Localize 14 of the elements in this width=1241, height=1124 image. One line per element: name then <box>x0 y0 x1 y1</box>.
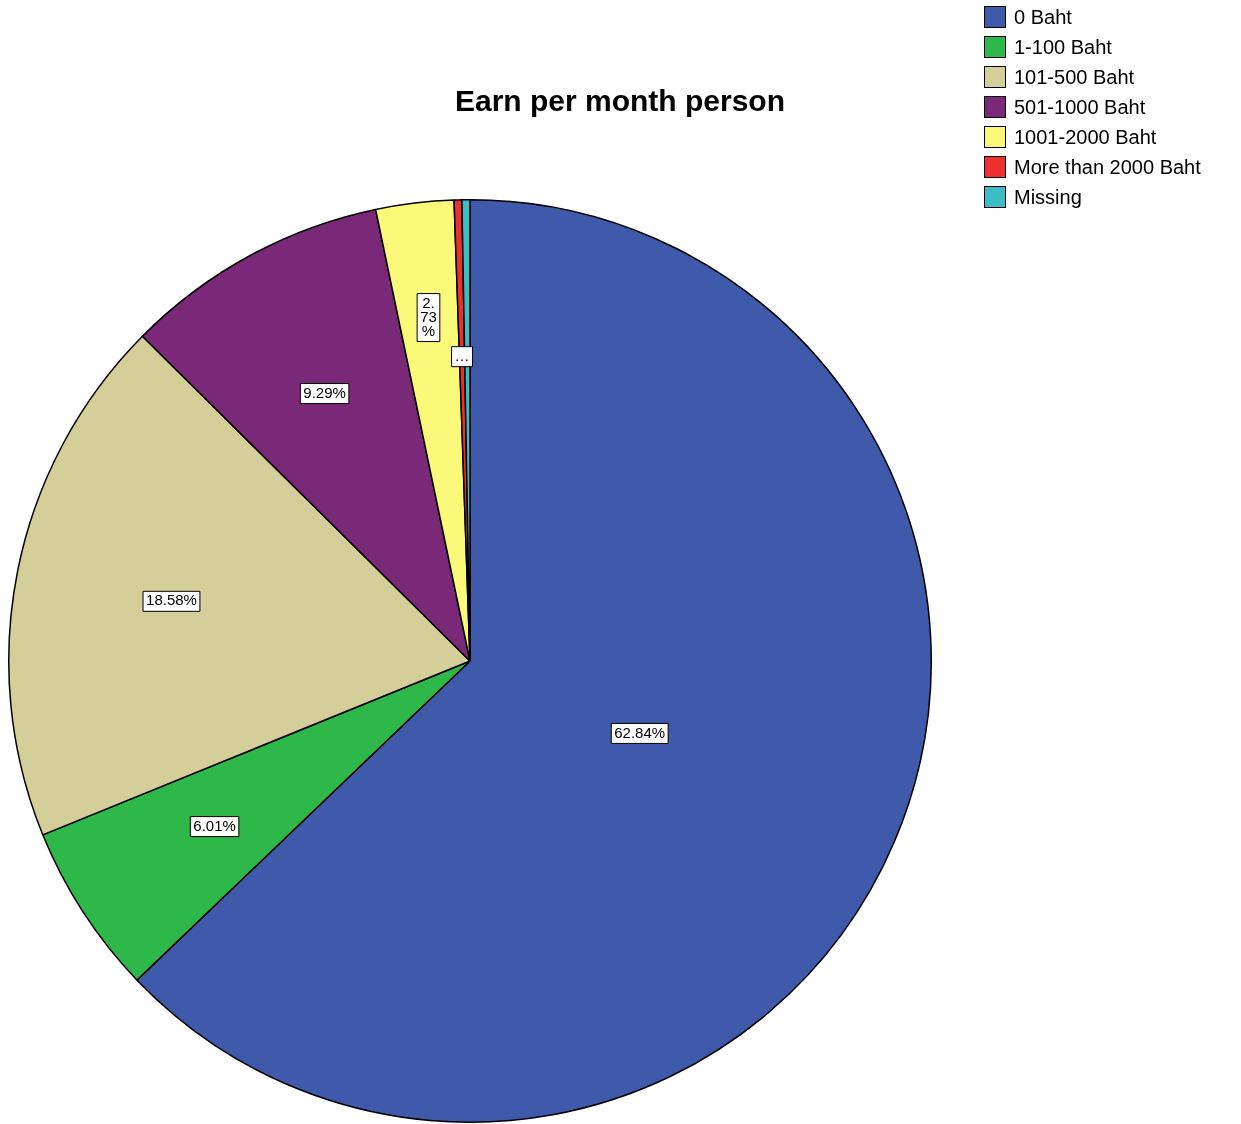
data-label: … <box>454 346 470 364</box>
data-label: 62.84% <box>614 723 666 741</box>
data-label: 9.29% <box>303 383 346 401</box>
legend-label: More than 2000 Baht <box>1014 155 1201 179</box>
legend-label: 101-500 Baht <box>1014 65 1135 89</box>
data-label: 2.73% <box>420 293 437 339</box>
legend-label: 1-100 Baht <box>1014 35 1112 59</box>
data-label: 6.01% <box>193 816 236 834</box>
legend-label: 501-1000 Baht <box>1014 95 1146 119</box>
legend-label: 1001-2000 Baht <box>1014 125 1157 149</box>
text: Earn per month person <box>453 84 786 118</box>
data-label: 18.58% <box>146 591 197 609</box>
legend-label: 0 Baht <box>1014 5 1072 29</box>
legend-label: Missing <box>1014 185 1082 209</box>
